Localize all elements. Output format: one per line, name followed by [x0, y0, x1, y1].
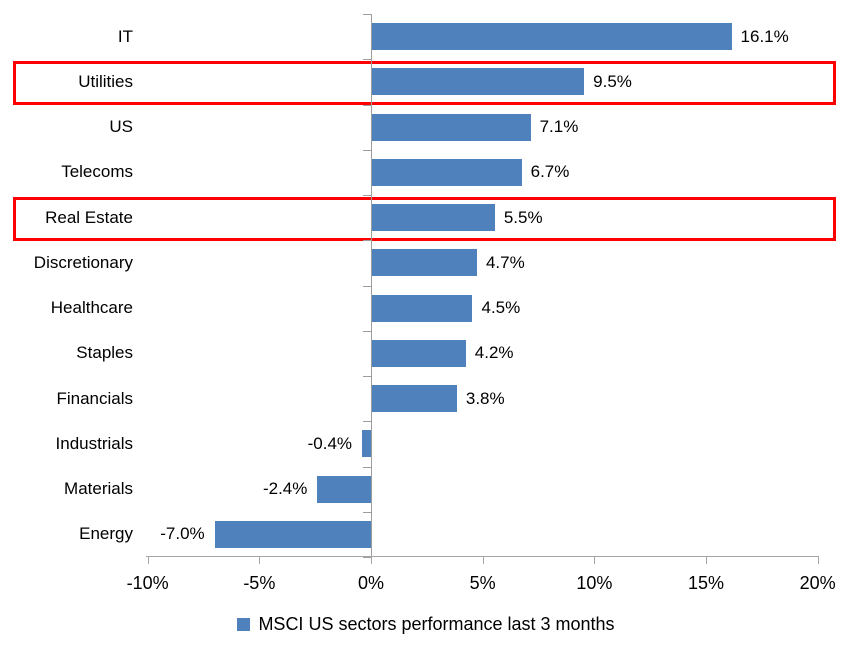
value-axis-tick: [705, 556, 707, 564]
value-axis-tick: [594, 556, 596, 564]
value-axis-tick-label: 0%: [357, 573, 384, 593]
value-axis-line: [146, 556, 818, 557]
bar: [372, 204, 495, 232]
value-axis-tick-label: 20%: [799, 573, 836, 593]
value-axis-tick: [482, 556, 484, 564]
category-label: Energy: [79, 524, 133, 544]
bar: [372, 249, 477, 277]
bar: [372, 68, 585, 96]
category-label: Real Estate: [45, 207, 133, 227]
legend-label: MSCI US sectors performance last 3 month…: [258, 614, 615, 634]
bar: [372, 294, 473, 322]
category-label: IT: [117, 26, 133, 46]
value-axis-tick: [147, 556, 149, 564]
value-axis-tick-label: 15%: [687, 573, 724, 593]
category-axis-tick: [363, 421, 371, 423]
category-axis-line: [371, 14, 372, 557]
bar: [372, 113, 531, 141]
value-axis-tick-label: -10%: [126, 573, 169, 593]
category-axis-tick: [363, 195, 371, 196]
category-label: Industrials: [55, 433, 133, 453]
value-axis-tick: [817, 556, 819, 564]
highlight-box-real-estate: [13, 196, 836, 241]
category-label: Staples: [76, 343, 133, 363]
value-axis-tick-label: 10%: [576, 573, 613, 593]
category-label: US: [109, 117, 133, 137]
category-axis-tick: [363, 557, 371, 558]
category-axis-tick: [363, 376, 371, 377]
value-axis-tick-label: 5%: [469, 573, 496, 593]
bar: [372, 23, 732, 51]
value-axis-tick: [371, 556, 372, 564]
value-label: 4.5%: [481, 298, 521, 318]
category-axis-tick: [363, 240, 371, 242]
bar: [362, 430, 371, 458]
bar: [214, 520, 371, 548]
category-axis-tick: [363, 59, 371, 61]
legend-marker-icon: [237, 617, 251, 631]
category-axis-tick: [363, 104, 371, 106]
bar: [372, 158, 522, 186]
value-label: 6.7%: [530, 162, 570, 182]
category-label: Utilities: [78, 71, 133, 91]
value-label: 7.1%: [539, 117, 579, 137]
value-axis-tick: [259, 556, 261, 564]
category-axis-tick: [363, 285, 371, 287]
value-label: 9.5%: [593, 71, 632, 91]
value-label: 4.2%: [474, 343, 514, 363]
value-axis-tick-label: -5%: [243, 573, 276, 593]
value-label: -7.0%: [160, 524, 205, 544]
bar: [317, 475, 371, 503]
bar: [372, 339, 466, 367]
bar: [372, 385, 457, 413]
value-label: -0.4%: [307, 433, 353, 453]
value-label: 5.5%: [503, 207, 543, 227]
category-axis-tick: [363, 466, 371, 468]
category-axis-tick: [363, 14, 371, 15]
value-label: -2.4%: [262, 479, 308, 499]
value-label: 3.8%: [465, 388, 505, 408]
value-label: 4.7%: [485, 252, 525, 272]
category-label: Financials: [56, 388, 133, 408]
category-axis-tick: [363, 330, 371, 332]
category-axis-tick: [363, 511, 371, 513]
highlight-box-utilities: [13, 60, 836, 105]
legend: MSCI US sectors performance last 3 month…: [0, 612, 852, 636]
category-label: Materials: [64, 479, 133, 499]
value-label: 16.1%: [740, 26, 789, 46]
category-axis-tick: [363, 149, 371, 151]
category-label: Discretionary: [33, 252, 133, 272]
category-label: Healthcare: [50, 298, 133, 318]
category-label: Telecoms: [61, 162, 133, 182]
